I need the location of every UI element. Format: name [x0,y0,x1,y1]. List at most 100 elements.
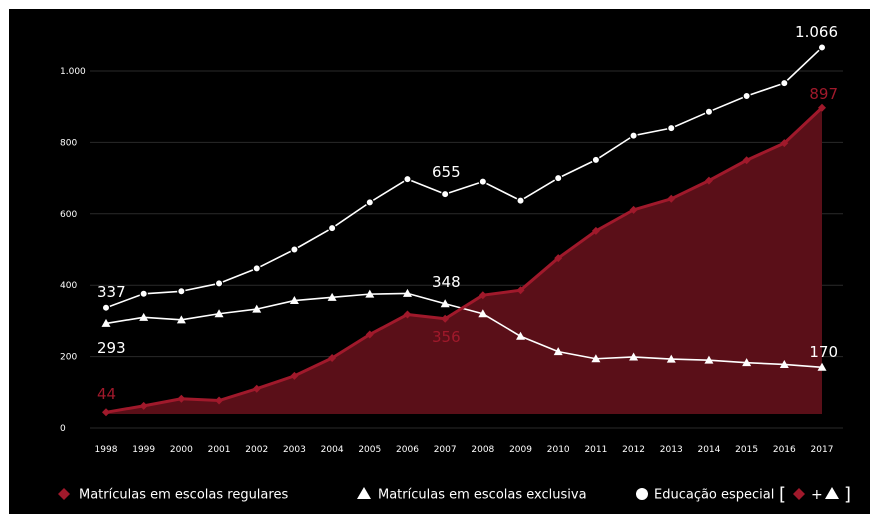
exclusiva-point [591,354,601,363]
regulares-point [215,396,224,405]
regulares-point [365,330,374,339]
educacao-especial-point [591,155,601,165]
value-callout: 348 [432,273,461,291]
white-triangle-icon [357,487,371,499]
educacao-especial-point [290,245,299,254]
regulares-point [478,291,487,300]
value-callout: 293 [97,339,126,357]
exclusiva-point [289,296,299,305]
educacao-especial-line [105,46,823,309]
exclusiva-point [553,347,563,356]
red-diamond-icon [58,488,70,500]
regulares-point [290,371,299,380]
educacao-especial-point [365,198,374,207]
x-tick-label: 2004 [321,445,344,455]
y-tick-label: 800 [60,138,77,148]
educacao-especial-point [742,91,751,101]
exclusiva-point [629,352,639,361]
educacao-especial-point [704,107,714,116]
x-tick-label: 2002 [245,445,268,455]
legend-label-especial: Educação especial [654,488,774,503]
x-tick-label: 2008 [471,445,494,455]
legend-bracket-open: [ [779,484,786,505]
educacao-especial-point [252,264,261,273]
x-tick-label: 2010 [547,445,570,455]
value-callout: 356 [432,328,461,346]
exclusiva-point [440,299,450,308]
regulares-point [252,384,261,393]
value-callout: 44 [97,385,116,403]
y-tick-label: 600 [60,210,77,220]
exclusiva-point [327,292,337,301]
educacao-especial-point [667,123,676,133]
educacao-especial-point [516,196,525,205]
x-tick-label: 2001 [208,445,231,455]
exclusiva-point [742,358,752,367]
exclusiva-point [817,362,827,371]
regulares-point [403,310,412,319]
exclusiva-point [139,312,149,321]
exclusiva-point [704,355,714,364]
white-circle-icon [636,488,648,500]
exclusiva-point [176,315,186,324]
x-tick-label: 2005 [358,445,381,455]
red-diamond-icon [793,488,805,500]
x-tick-label: 2014 [697,445,720,455]
legend-plus: + [811,487,823,503]
regulares-point [516,286,525,295]
exclusiva-point [779,359,789,368]
x-tick-label: 2016 [773,445,796,455]
legend-label-exclusiva: Matrículas em escolas exclusiva [378,488,587,503]
value-callout: 1.066 [795,23,838,41]
regulares-point [818,103,826,112]
exclusiva-point [402,288,412,297]
value-callout: 897 [809,85,838,103]
regulares-point [742,156,751,165]
educacao-especial-point [327,223,337,233]
educacao-especial-point [478,177,488,186]
regulares-point [629,205,638,214]
regulares-point [139,401,148,410]
regulares-point [667,194,676,203]
x-tick-label: 2007 [434,445,457,455]
x-tick-label: 2006 [396,445,419,455]
regulares-point [554,254,563,263]
y-tick-label: 0 [60,424,66,434]
value-callout: 170 [809,343,838,361]
exclusiva-point [214,309,224,318]
exclusiva-line [105,292,823,369]
exclusiva-point [516,331,526,340]
x-tick-label: 2012 [622,445,645,455]
x-tick-label: 2017 [811,445,834,455]
exclusiva-point [252,304,262,313]
x-tick-label: 2015 [735,445,758,455]
value-callout: 655 [432,163,461,181]
x-tick-label: 2003 [283,445,306,455]
regulares-point [177,394,186,403]
educacao-especial-point [780,78,789,88]
x-tick-label: 2009 [509,445,532,455]
exclusiva-point [666,354,676,363]
y-tick-label: 1.000 [60,67,86,77]
regulares-point [328,354,337,363]
y-tick-label: 400 [60,281,77,291]
educacao-especial-point [214,279,224,288]
y-tick-label: 200 [60,353,77,363]
educacao-especial-point [101,303,111,312]
regulares-line [105,106,824,414]
legend-bracket-close: ] [844,484,851,505]
regulares-point [441,314,450,323]
educacao-especial-point [440,189,450,199]
x-tick-label: 2011 [584,445,607,455]
educacao-especial-point [403,174,412,184]
x-tick-label: 2013 [660,445,683,455]
x-tick-label: 1998 [95,445,118,455]
white-triangle-icon [825,487,839,499]
regulares-point [591,226,600,235]
x-tick-label: 2000 [170,445,193,455]
regulares-area [106,107,822,415]
regulares-point [780,139,789,148]
x-tick-label: 1999 [132,445,155,455]
educacao-especial-point [177,287,186,296]
